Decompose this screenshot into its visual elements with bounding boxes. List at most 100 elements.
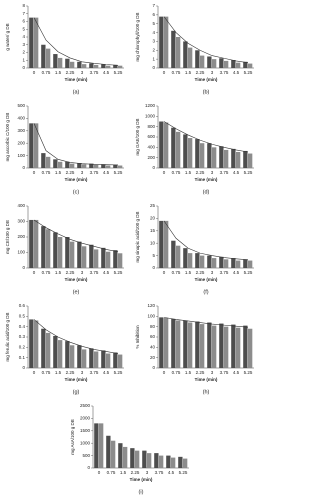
x-axis-label: Time (min) [65, 77, 88, 82]
y-tick-label: 1500 [80, 428, 91, 433]
bar [164, 220, 169, 268]
x-tick-label: 4.5 [103, 170, 110, 175]
bar [29, 17, 34, 68]
bar [176, 320, 181, 368]
bar [34, 320, 39, 368]
x-tick-label: 0.75 [172, 370, 181, 375]
bar [243, 325, 248, 368]
y-tick-label: 3 [152, 39, 155, 44]
bar [154, 453, 159, 468]
bar [123, 446, 128, 468]
panel-label: (c) [73, 189, 80, 195]
x-tick-label: 3.75 [220, 370, 229, 375]
bar [159, 455, 164, 468]
x-axis-label: Time (min) [130, 477, 153, 482]
bar [58, 161, 63, 168]
bar [178, 456, 183, 468]
panel: 0 0.1 0.2 0.3 0.4 0.5 0.6 0 0.75 1.5 2.25 3 3.75 4.5 5… [5, 303, 124, 395]
bar [171, 127, 176, 168]
bar [58, 340, 63, 368]
panel-label: (b) [203, 89, 210, 95]
x-tick-label: 3.75 [90, 70, 99, 75]
bar [41, 44, 46, 68]
bar [29, 123, 34, 168]
x-tick-label: 3 [211, 70, 214, 75]
bar [224, 326, 229, 368]
bar [113, 352, 118, 368]
y-tick-label: 4 [152, 30, 155, 35]
y-tick-label: 100 [147, 314, 155, 319]
panel-label: (d) [203, 189, 210, 195]
bar [101, 164, 106, 168]
panel: 0 5 10 15 20 25 0 0.75 1.5 2.25 3 3.75 4.5 5.25 mg sin… [135, 203, 254, 295]
x-tick-label: 4.5 [103, 70, 110, 75]
bar [224, 60, 229, 68]
bar [159, 121, 164, 168]
x-tick-label: 0 [98, 470, 101, 475]
x-tick-label: 4.5 [103, 270, 110, 275]
x-tick-label: 3.75 [155, 470, 164, 475]
bar [188, 322, 193, 368]
bar [106, 65, 111, 68]
bar [164, 122, 169, 168]
x-tick-label: 1.5 [185, 70, 192, 75]
y-tick-label: 1 [152, 56, 155, 61]
x-tick-label: 3 [81, 170, 84, 175]
x-axis-label: Time (min) [195, 277, 218, 282]
panel: 0 200 400 600 800 1000 1200 0 0.75 1.5 2.25 3 3.75 4.… [135, 103, 254, 195]
bar [65, 237, 70, 268]
y-tick-label: 0 [22, 365, 25, 370]
x-tick-label: 5.25 [114, 370, 123, 375]
bar [70, 61, 75, 68]
y-tick-label: 7 [22, 11, 25, 16]
y-tick-label: 10 [150, 240, 156, 245]
bar [82, 164, 87, 168]
y-tick-label: 200 [17, 234, 25, 239]
bar [53, 232, 58, 268]
panel-label: (a) [73, 89, 80, 95]
x-tick-label: 5.25 [244, 170, 253, 175]
y-tick-label: 3 [22, 42, 25, 47]
x-tick-label: 0 [163, 370, 166, 375]
bar [41, 328, 46, 368]
bar [212, 325, 217, 368]
bar [46, 48, 51, 68]
bar [219, 256, 224, 268]
bar [166, 455, 171, 468]
bar [94, 64, 99, 68]
x-tick-label: 2.25 [66, 70, 75, 75]
bar [34, 17, 39, 68]
x-tick-label: 2.25 [66, 170, 75, 175]
bar [207, 56, 212, 68]
y-axis-label: g water/ g DB [5, 23, 10, 50]
bar [70, 241, 75, 268]
bar [200, 143, 205, 168]
bar [219, 323, 224, 368]
y-tick-label: 60 [150, 334, 156, 339]
x-tick-label: 5.25 [244, 70, 253, 75]
x-tick-label: 3 [81, 270, 84, 275]
x-tick-label: 4.5 [103, 370, 110, 375]
bar [89, 63, 94, 68]
x-tick-label: 1.5 [55, 70, 62, 75]
x-axis-label: Time (min) [195, 77, 218, 82]
bar [142, 450, 147, 468]
x-tick-label: 2.25 [196, 270, 205, 275]
bar [159, 317, 164, 368]
bar [94, 351, 99, 368]
bar [101, 247, 106, 268]
y-tick-label: 7 [152, 3, 155, 8]
y-tick-label: 500 [82, 453, 90, 458]
bar [243, 61, 248, 68]
bar [70, 163, 75, 168]
bar [147, 453, 152, 468]
bar [118, 354, 123, 368]
bar [29, 219, 34, 268]
x-tick-label: 2.25 [66, 370, 75, 375]
bar [219, 146, 224, 168]
y-tick-label: 0 [22, 165, 25, 170]
y-tick-label: 120 [147, 303, 155, 308]
x-tick-label: 2.25 [131, 470, 140, 475]
bar [113, 64, 118, 68]
